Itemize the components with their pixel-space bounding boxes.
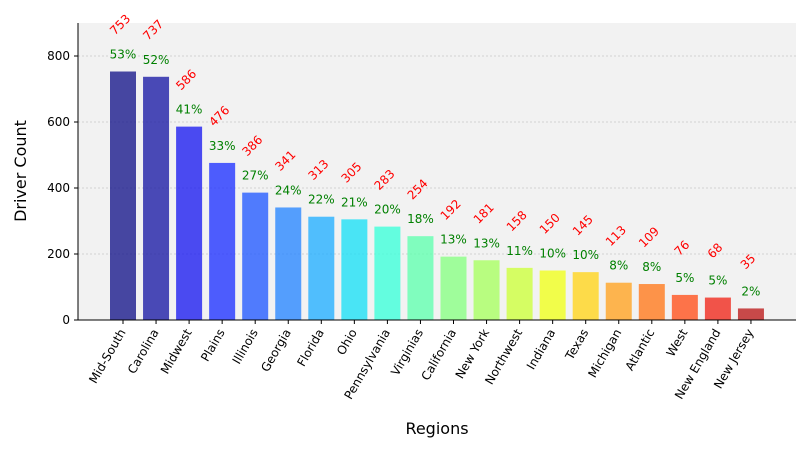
y-tick-label: 800 xyxy=(47,49,70,63)
bar xyxy=(572,272,599,320)
percent-label: 8% xyxy=(609,259,628,273)
bar xyxy=(275,207,302,320)
x-tick-label: Texas xyxy=(562,327,591,364)
x-tick-label: Plains xyxy=(198,327,228,364)
percent-label: 10% xyxy=(539,247,566,261)
percent-label: 33% xyxy=(209,139,236,153)
y-tick-label: 200 xyxy=(47,247,70,261)
bar xyxy=(605,282,632,320)
percent-label: 13% xyxy=(473,236,500,250)
percent-label: 2% xyxy=(741,284,760,298)
x-tick-label: West xyxy=(664,326,691,359)
percent-label: 5% xyxy=(708,274,727,288)
percent-label: 22% xyxy=(308,193,335,207)
x-tick-label: Florida xyxy=(294,327,327,369)
x-tick-label: Indiana xyxy=(524,327,558,372)
bar xyxy=(209,162,236,320)
x-tick-label: Midwest xyxy=(158,326,195,376)
percent-label: 24% xyxy=(275,183,302,197)
percent-label: 20% xyxy=(374,203,401,217)
bar xyxy=(242,192,269,320)
percent-label: 5% xyxy=(675,271,694,285)
bar xyxy=(473,260,500,320)
bar xyxy=(440,256,467,320)
percent-label: 13% xyxy=(440,233,467,247)
bar xyxy=(308,216,335,320)
y-axis-title: Driver Count xyxy=(11,120,30,222)
x-tick-label: Carolina xyxy=(125,327,162,377)
bar xyxy=(341,219,368,320)
percent-label: 21% xyxy=(341,195,368,209)
bar xyxy=(539,270,566,320)
percent-label: 10% xyxy=(572,248,599,262)
percent-label: 11% xyxy=(506,244,533,258)
x-tick-label: Georgia xyxy=(258,327,294,375)
bar xyxy=(506,267,533,320)
y-axis-ticks: 0 200 400 600 800 xyxy=(47,49,78,327)
bar xyxy=(737,308,764,320)
percent-label: 52% xyxy=(143,53,170,67)
bar xyxy=(374,226,401,320)
y-tick-label: 400 xyxy=(47,181,70,195)
x-tick-label: Illinois xyxy=(230,327,261,367)
bar xyxy=(176,126,203,321)
x-tick-label: Michigan xyxy=(585,327,624,381)
bar xyxy=(671,294,698,320)
bar xyxy=(638,284,665,320)
x-axis-title: Regions xyxy=(405,419,468,438)
percent-label: 8% xyxy=(642,260,661,274)
bar xyxy=(704,297,731,320)
x-tick-label: Atlantic xyxy=(622,327,657,374)
x-tick-label: Ohio xyxy=(334,327,360,358)
percent-label: 41% xyxy=(176,103,203,117)
percent-label: 18% xyxy=(407,212,434,226)
x-tick-label: Mid-South xyxy=(86,327,128,386)
y-tick-label: 0 xyxy=(62,313,70,327)
x-tick-label: Virginias xyxy=(388,327,426,379)
percent-label: 53% xyxy=(110,48,137,62)
y-tick-label: 600 xyxy=(47,115,70,129)
bar xyxy=(143,76,170,320)
bar xyxy=(110,71,136,320)
percent-label: 27% xyxy=(242,169,269,183)
bars xyxy=(110,71,764,321)
bar xyxy=(407,236,434,320)
